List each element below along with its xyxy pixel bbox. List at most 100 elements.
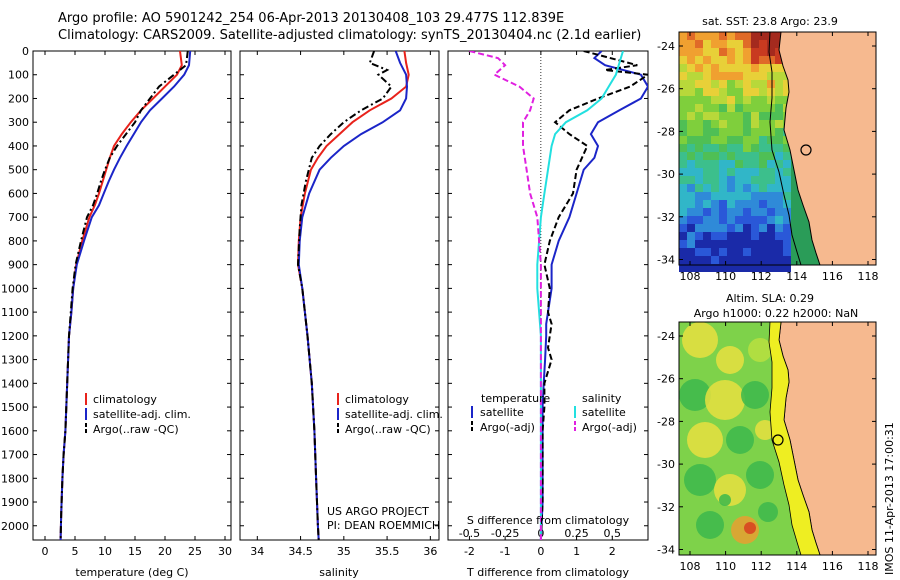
x-tick-label: 5 — [72, 545, 79, 558]
x-tick-label: 35 — [337, 545, 351, 558]
sst-cell — [719, 200, 727, 208]
sst-cell — [759, 64, 767, 72]
sst-cell — [743, 200, 751, 208]
sst-cell — [743, 80, 751, 88]
legend-header-temperature: temperature — [481, 392, 550, 405]
sst-cell — [743, 32, 751, 40]
sst-cell — [695, 232, 703, 240]
sst-cell — [711, 120, 719, 128]
sst-cell — [695, 184, 703, 192]
sst-cell — [743, 264, 751, 272]
difference-series — [469, 51, 648, 540]
sst-cell — [695, 136, 703, 144]
sst-cell — [711, 176, 719, 184]
sst-cell — [703, 88, 711, 96]
sst-cell — [783, 192, 791, 200]
sst-cell — [767, 56, 775, 64]
sst-cell — [703, 144, 711, 152]
sst-cell — [679, 232, 687, 240]
sst-cell — [687, 64, 695, 72]
sst-cell — [751, 200, 759, 208]
sst-cell — [719, 80, 727, 88]
sst-cell — [679, 72, 687, 80]
sst-cell — [687, 48, 695, 56]
lon-tick-label: 116 — [822, 270, 843, 283]
sst-cell — [687, 256, 695, 264]
sst-cell — [703, 176, 711, 184]
sst-cell — [743, 216, 751, 224]
sst-cell — [719, 240, 727, 248]
x-tick-label: 0 — [42, 545, 49, 558]
footer-timestamp: IMOS 11-Apr-2013 17:00:31 — [883, 422, 896, 575]
sst-cell — [687, 232, 695, 240]
sst-cell — [727, 256, 735, 264]
lon-tick-label: 118 — [858, 560, 879, 573]
sst-cell — [751, 184, 759, 192]
sst-cell — [783, 160, 791, 168]
project-annotation-2: PI: DEAN ROEMMICH — [327, 519, 440, 532]
sst-cell — [743, 160, 751, 168]
sst-cell — [743, 168, 751, 176]
sst-cell — [735, 216, 743, 224]
sst-cell — [735, 32, 743, 40]
sla-map-title-1: Altim. SLA: 0.29 — [726, 292, 814, 305]
lat-tick-label: -24 — [657, 40, 675, 53]
sst-cell — [703, 240, 711, 248]
sst-cell — [679, 96, 687, 104]
sst-cell — [775, 176, 783, 184]
sst-cell — [775, 152, 783, 160]
sst-cell — [743, 72, 751, 80]
sst-cell — [687, 208, 695, 216]
sst-cell — [783, 144, 791, 152]
sst-cell — [711, 56, 719, 64]
sst-cell — [751, 64, 759, 72]
legend-label-s-satellite: satellite — [582, 406, 626, 419]
sst-cell — [735, 152, 743, 160]
sst-cell — [703, 112, 711, 120]
sst-cell — [735, 80, 743, 88]
sst-cell — [735, 176, 743, 184]
sst-cell — [783, 184, 791, 192]
sst-cell — [719, 104, 727, 112]
sst-cell — [759, 240, 767, 248]
sla-blob — [744, 522, 756, 534]
sla-blob — [682, 322, 718, 358]
sst-cell — [679, 152, 687, 160]
sst-cell — [711, 264, 719, 272]
salinity-x-ticks: 34 34.5 35 35.5 36 — [250, 51, 437, 558]
legend-label-t-satellite: satellite — [480, 406, 524, 419]
sst-cell — [783, 232, 791, 240]
legend-label-argo: Argo(..raw -QC) — [93, 423, 179, 436]
legend-label-climatology: climatology — [93, 393, 157, 406]
sst-cell — [751, 72, 759, 80]
sst-cell — [783, 240, 791, 248]
sst-cell — [759, 40, 767, 48]
sst-cell — [703, 248, 711, 256]
sst-cell — [727, 248, 735, 256]
sst-cell — [727, 32, 735, 40]
sst-cell — [759, 264, 767, 272]
sst-cell — [679, 168, 687, 176]
sst-cell — [687, 264, 695, 272]
lat-tick-label: -32 — [657, 211, 675, 224]
sst-cell — [711, 144, 719, 152]
sst-cell — [759, 136, 767, 144]
sst-cell — [759, 56, 767, 64]
sla-map-title-2: Argo h1000: 0.22 h2000: NaN — [694, 307, 859, 320]
sst-cell — [775, 120, 783, 128]
sst-cell — [719, 120, 727, 128]
sst-cell — [679, 32, 687, 40]
sst-cell — [783, 208, 791, 216]
sst-cell — [727, 120, 735, 128]
sst-cell — [775, 80, 783, 88]
sst-cell — [679, 80, 687, 88]
sst-cell — [751, 32, 759, 40]
sst-cell — [727, 192, 735, 200]
sst-cell — [727, 240, 735, 248]
depth-tick-label: 1300 — [1, 354, 29, 367]
sst-cell — [743, 40, 751, 48]
sst-cell — [783, 256, 791, 264]
sst-cell — [743, 224, 751, 232]
sst-cell — [751, 144, 759, 152]
sst-cell — [727, 64, 735, 72]
